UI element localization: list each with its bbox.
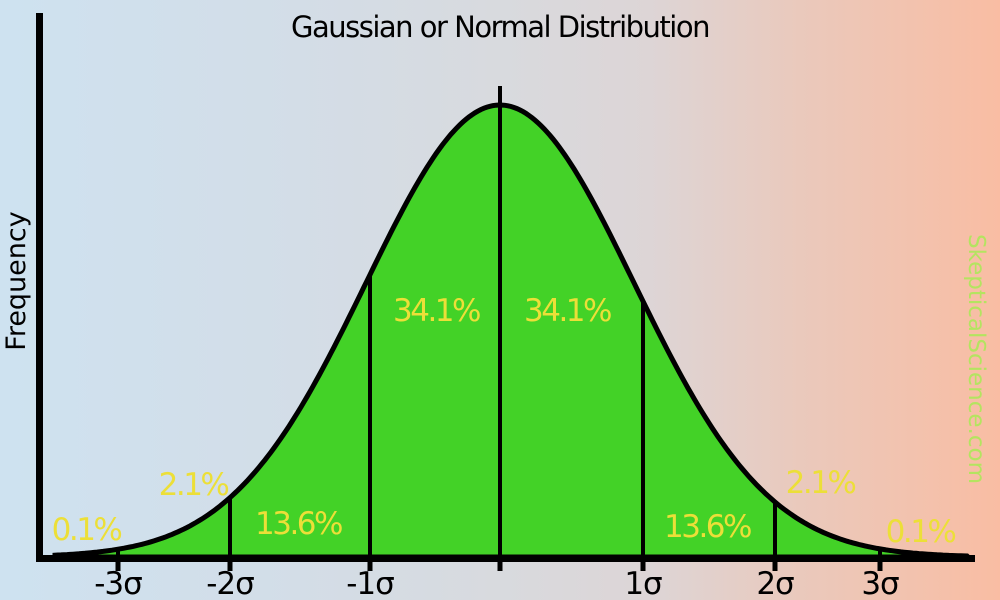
y-axis-label: Frequency <box>1 211 32 351</box>
region-percentage-label-minus3-minus2: 2.1% <box>158 467 230 503</box>
region-percentage-label-plus2-plus3: 2.1% <box>785 465 857 501</box>
distribution-curve-area <box>52 102 975 560</box>
region-percentage-label-plus1-plus2: 13.6% <box>664 509 752 545</box>
x-axis-tick <box>640 555 646 571</box>
x-axis-tick <box>227 555 233 571</box>
region-percentage-label-minus1-0: 34.1% <box>393 293 481 329</box>
x-axis-tick <box>772 555 778 571</box>
sigma-divider-line <box>773 502 777 562</box>
x-tick-label-plus1sigma: 1σ <box>624 566 662 600</box>
x-tick-label-plus3sigma: 3σ <box>861 566 899 600</box>
region-percentage-label-0-plus1: 34.1% <box>524 293 612 329</box>
y-axis <box>36 13 43 562</box>
region-percentage-label-minus2-minus1: 13.6% <box>255 506 343 542</box>
sigma-divider-line <box>498 86 502 562</box>
sigma-divider-line <box>368 274 372 562</box>
x-axis-tick <box>877 555 883 571</box>
x-tick-label-minus3sigma: -3σ <box>94 566 143 600</box>
x-axis-tick <box>497 555 503 571</box>
x-axis-tick <box>367 555 373 571</box>
sigma-divider-line <box>641 301 645 562</box>
sigma-divider-line <box>228 497 232 562</box>
x-axis-tick <box>115 555 121 571</box>
chart-title: Gaussian or Normal Distribution <box>291 10 710 44</box>
region-percentage-label-above-plus3: 0.1% <box>885 514 957 550</box>
x-tick-label-minus2sigma: -2σ <box>206 566 255 600</box>
x-tick-label-plus2sigma: 2σ <box>756 566 794 600</box>
x-tick-label-minus1sigma: -1σ <box>346 566 395 600</box>
watermark-skepticalscience: SkepticalScience.com <box>963 234 989 484</box>
region-percentage-label-below-minus3: 0.1% <box>51 512 123 548</box>
x-axis <box>36 555 975 562</box>
